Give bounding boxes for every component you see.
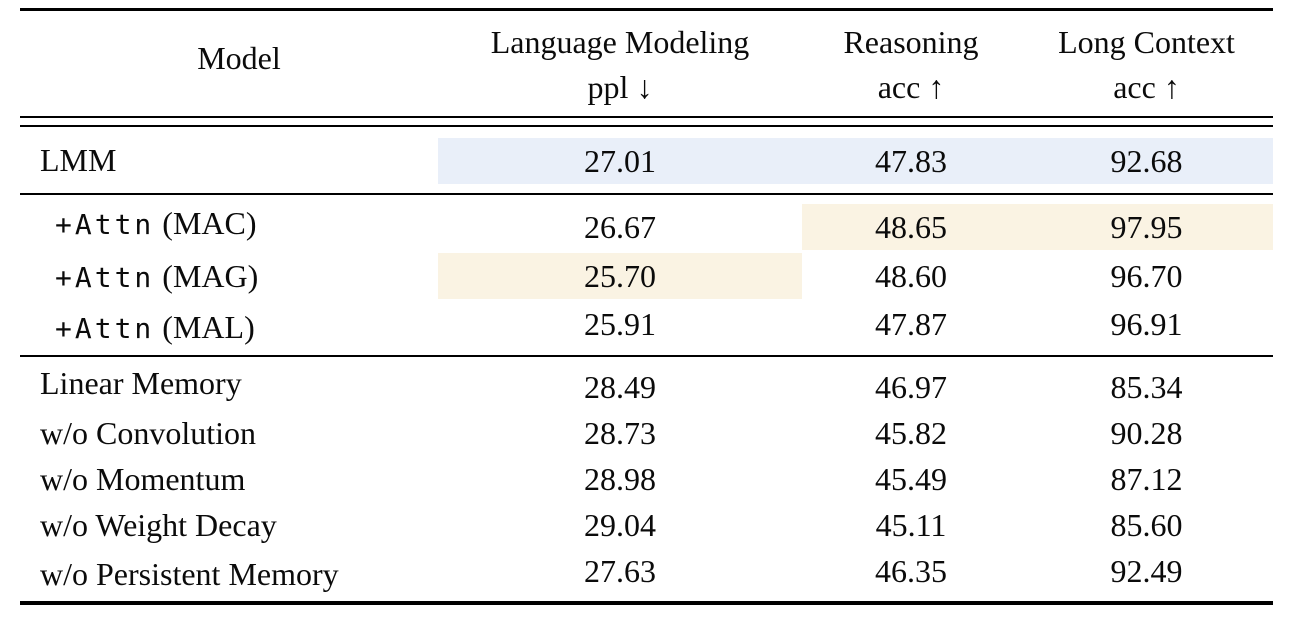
model-name: w/o Momentum xyxy=(40,460,246,497)
value-conv-longcontext: 90.28 xyxy=(1110,415,1183,451)
row-wo-persistent-memory: w/o Persistent Memory 27.63 46.35 92.49 xyxy=(20,548,1273,603)
column-header-long-context-acc-metric: acc ↑ xyxy=(1113,68,1180,105)
row-linear-memory: Linear Memory 28.49 46.97 85.34 xyxy=(20,356,1273,410)
model-name-mono: +Attn xyxy=(55,208,155,241)
value-cell: 45.82 xyxy=(802,410,1020,456)
value-cell: 45.49 xyxy=(802,456,1020,502)
value-pm-reasoning: 46.35 xyxy=(875,553,947,589)
row-attn-mag: +Attn (MAG) 25.70 48.60 96.70 xyxy=(20,252,1273,300)
model-cell: w/o Persistent Memory xyxy=(20,548,438,603)
value-wd-reasoning: 45.11 xyxy=(875,507,947,543)
value-cell: 25.91 xyxy=(438,300,802,356)
column-header-model: Model xyxy=(20,9,438,118)
value-wd-longcontext: 85.60 xyxy=(1110,507,1183,543)
column-header-long-context-label: Long Context xyxy=(1058,23,1235,60)
value-cell: 27.01 xyxy=(438,126,802,194)
value-mal-ppl: 25.91 xyxy=(584,306,656,342)
model-cell: w/o Momentum xyxy=(20,456,438,502)
value-lmm-ppl: 27.01 xyxy=(438,138,802,184)
value-cell: 97.95 xyxy=(1020,194,1273,252)
table-header-row: Model Language Modeling ppl ↓ Reasoning … xyxy=(20,9,1273,118)
value-cell: 92.68 xyxy=(1020,126,1273,194)
ablation-results-table: Model Language Modeling ppl ↓ Reasoning … xyxy=(20,8,1273,605)
value-cell: 45.11 xyxy=(802,502,1020,548)
row-wo-convolution: w/o Convolution 28.73 45.82 90.28 xyxy=(20,410,1273,456)
value-mom-reasoning: 45.49 xyxy=(875,461,947,497)
value-cell: 87.12 xyxy=(1020,456,1273,502)
column-header-model-label: Model xyxy=(197,40,281,76)
model-cell: Linear Memory xyxy=(20,356,438,410)
value-pm-ppl: 27.63 xyxy=(584,553,656,589)
value-cell: 28.98 xyxy=(438,456,802,502)
value-linear-ppl: 28.49 xyxy=(584,369,656,405)
value-cell: 92.49 xyxy=(1020,548,1273,603)
value-cell: 26.67 xyxy=(438,194,802,252)
value-cell: 85.34 xyxy=(1020,356,1273,410)
column-header-reasoning: Reasoning acc ↑ xyxy=(802,9,1020,118)
model-name: w/o Weight Decay xyxy=(40,506,277,543)
value-cell: 27.63 xyxy=(438,548,802,603)
value-cell: 47.83 xyxy=(802,126,1020,194)
model-cell: LMM xyxy=(20,126,438,194)
value-cell: 48.65 xyxy=(802,194,1020,252)
value-mac-ppl: 26.67 xyxy=(584,209,656,245)
value-mag-reasoning: 48.60 xyxy=(875,258,947,294)
value-lmm-longcontext: 92.68 xyxy=(1020,138,1273,184)
model-name: Linear Memory xyxy=(40,365,242,401)
value-mag-longcontext: 96.70 xyxy=(1110,258,1183,294)
row-attn-mal: +Attn (MAL) 25.91 47.87 96.91 xyxy=(20,300,1273,356)
value-mom-ppl: 28.98 xyxy=(584,461,656,497)
model-name-mono: +Attn xyxy=(55,260,155,294)
column-header-language-modeling-label: Language Modeling xyxy=(490,23,750,60)
column-header-long-context: Long Context acc ↑ xyxy=(1020,9,1273,118)
model-cell: +Attn (MAL) xyxy=(20,300,438,356)
model-name-variant: (MAC) xyxy=(154,205,257,241)
value-cell: 28.73 xyxy=(438,410,802,456)
value-lmm-reasoning: 47.83 xyxy=(802,138,1020,184)
value-cell: 90.28 xyxy=(1020,410,1273,456)
row-wo-weight-decay: w/o Weight Decay 29.04 45.11 85.60 xyxy=(20,502,1273,548)
value-cell: 28.49 xyxy=(438,356,802,410)
value-pm-longcontext: 92.49 xyxy=(1110,553,1183,589)
value-conv-ppl: 28.73 xyxy=(584,415,656,451)
value-cell: 47.87 xyxy=(802,300,1020,356)
model-name-mono: +Attn xyxy=(55,312,155,345)
value-cell: 48.60 xyxy=(802,252,1020,300)
value-linear-longcontext: 85.34 xyxy=(1110,369,1183,405)
row-wo-momentum: w/o Momentum 28.98 45.49 87.12 xyxy=(20,456,1273,502)
column-header-reasoning-acc-metric: acc ↑ xyxy=(877,68,945,105)
value-mac-reasoning: 48.65 xyxy=(802,204,1020,250)
value-cell: 46.97 xyxy=(802,356,1020,410)
model-cell: w/o Weight Decay xyxy=(20,502,438,548)
model-name: LMM xyxy=(40,141,117,178)
column-header-language-modeling: Language Modeling ppl ↓ xyxy=(438,9,802,118)
row-lmm: LMM 27.01 47.83 92.68 xyxy=(20,126,1273,194)
double-rule-gap xyxy=(20,117,1273,127)
value-mal-longcontext: 96.91 xyxy=(1110,306,1183,342)
model-name: w/o Convolution xyxy=(40,414,257,451)
value-mom-longcontext: 87.12 xyxy=(1110,461,1183,497)
column-header-ppl-metric: ppl ↓ xyxy=(587,68,653,105)
value-mac-longcontext: 97.95 xyxy=(1020,204,1273,250)
row-attn-mac: +Attn (MAC) 26.67 48.65 97.95 xyxy=(20,194,1273,252)
value-cell: 25.70 xyxy=(438,252,802,300)
model-cell: +Attn (MAG) xyxy=(20,252,438,300)
value-mal-reasoning: 47.87 xyxy=(875,306,947,342)
value-wd-ppl: 29.04 xyxy=(584,507,656,543)
model-name-variant: (MAL) xyxy=(154,309,255,345)
value-cell: 96.70 xyxy=(1020,252,1273,300)
value-mag-ppl: 25.70 xyxy=(438,253,802,299)
column-header-reasoning-label: Reasoning xyxy=(843,23,979,60)
value-cell: 46.35 xyxy=(802,548,1020,603)
model-name: w/o Persistent Memory xyxy=(40,556,339,592)
value-conv-reasoning: 45.82 xyxy=(875,415,947,451)
model-cell: +Attn (MAC) xyxy=(20,194,438,252)
value-cell: 85.60 xyxy=(1020,502,1273,548)
model-cell: w/o Convolution xyxy=(20,410,438,456)
model-name-variant: (MAG) xyxy=(154,257,259,294)
value-cell: 96.91 xyxy=(1020,300,1273,356)
value-cell: 29.04 xyxy=(438,502,802,548)
value-linear-reasoning: 46.97 xyxy=(875,369,947,405)
